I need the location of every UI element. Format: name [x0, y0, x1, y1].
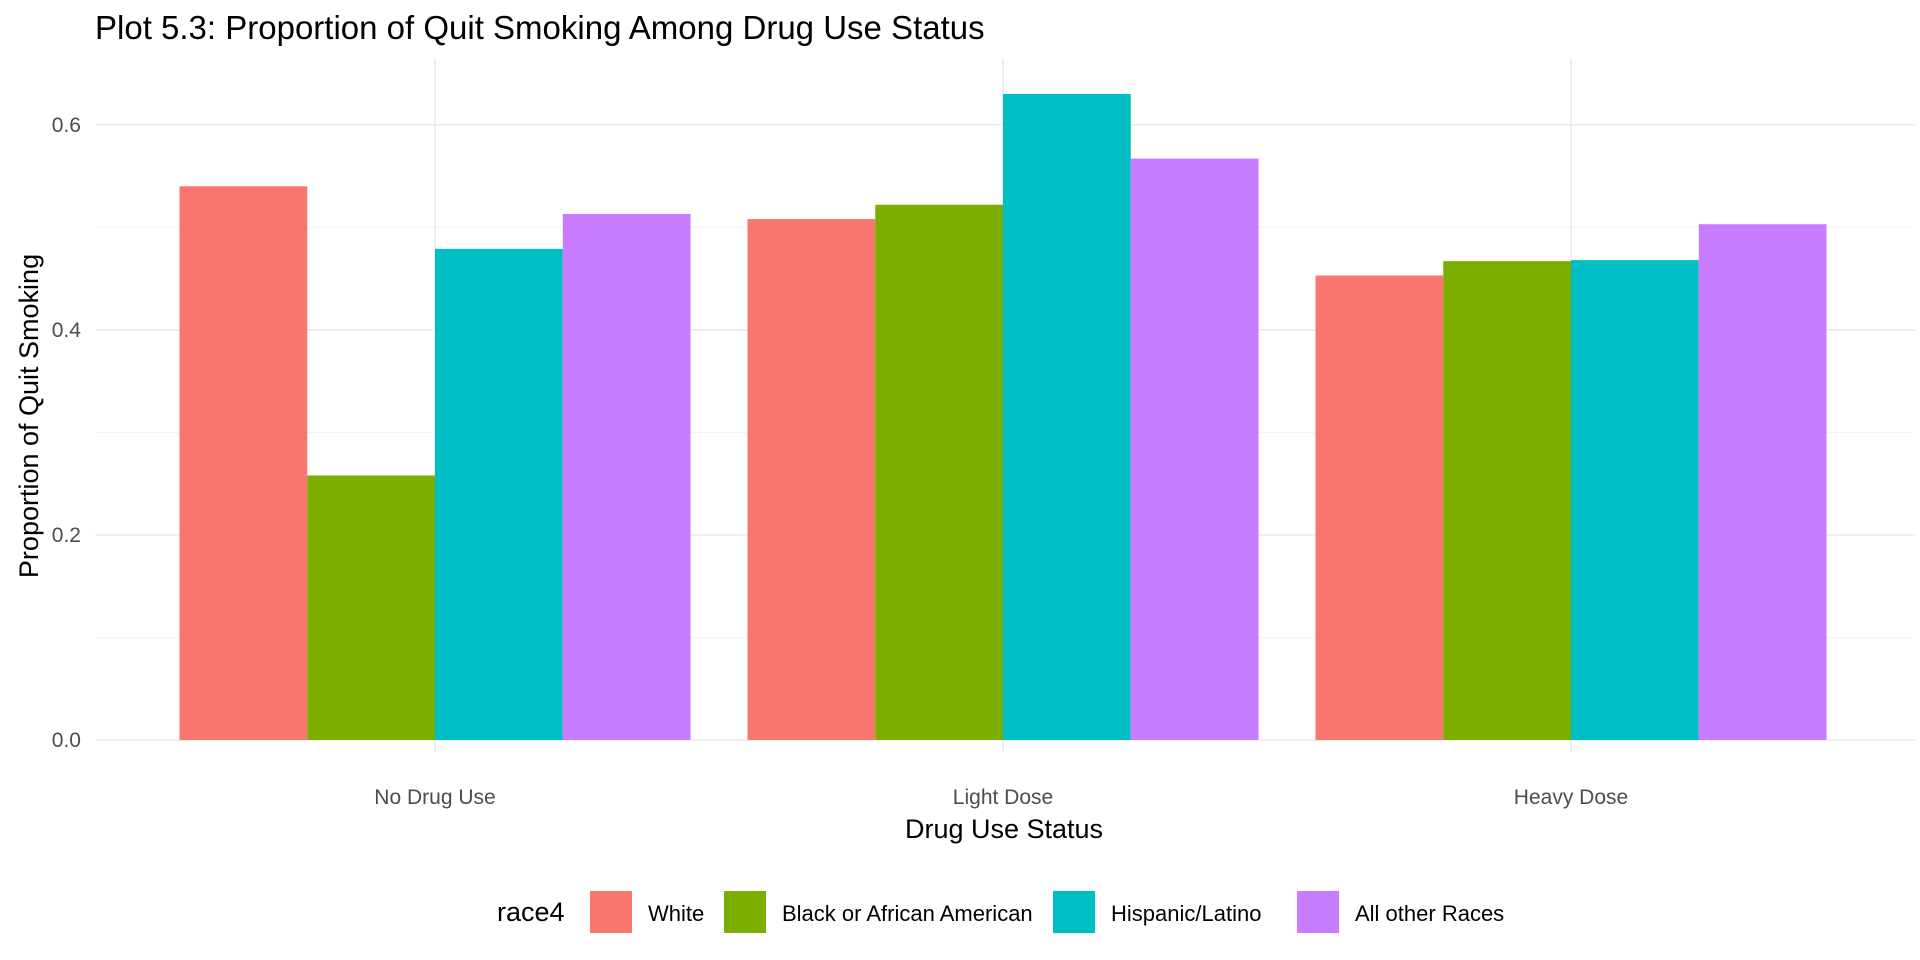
bar [1003, 94, 1131, 740]
bar [562, 213, 691, 740]
legend-label: White [648, 901, 704, 926]
y-tick-label: 0.0 [52, 729, 81, 752]
bars [179, 94, 1827, 741]
y-tick-label: 0.6 [52, 114, 81, 137]
x-tick-label: Light Dose [953, 786, 1053, 809]
legend-key [590, 891, 632, 933]
y-tick-label: 0.2 [52, 524, 81, 547]
legend-label: Black or African American [782, 901, 1033, 926]
y-axis-ticks: 0.0 0.2 0.4 0.6 [52, 114, 82, 752]
bar [1571, 260, 1699, 740]
legend-items: White Black or African American Hispanic/L… [590, 891, 1504, 933]
chart-title: Plot 5.3: Proportion of Quit Smoking Amo… [95, 9, 985, 46]
bar [1443, 261, 1571, 740]
x-axis-title: Drug Use Status [905, 814, 1103, 844]
bar [747, 219, 876, 741]
bar [307, 475, 435, 740]
legend-title: race4 [497, 897, 565, 927]
y-axis-title: Proportion of Quit Smoking [14, 254, 44, 578]
bar [179, 186, 308, 741]
legend-key [724, 891, 766, 933]
legend-label: All other Races [1355, 901, 1504, 926]
y-tick-label: 0.4 [52, 319, 82, 342]
bar [1698, 224, 1827, 740]
bar [435, 248, 563, 741]
legend: race4 White Black or African American Hisp… [497, 891, 1504, 933]
legend-label: Hispanic/Latino [1111, 901, 1261, 926]
bar [1130, 158, 1259, 741]
bar [1315, 275, 1444, 740]
x-tick-label: No Drug Use [374, 786, 495, 809]
x-axis-ticks: No Drug Use Light Dose Heavy Dose [374, 786, 1628, 809]
legend-key [1297, 891, 1339, 933]
legend-key [1053, 891, 1095, 933]
x-tick-label: Heavy Dose [1514, 786, 1628, 809]
bar [875, 204, 1003, 740]
